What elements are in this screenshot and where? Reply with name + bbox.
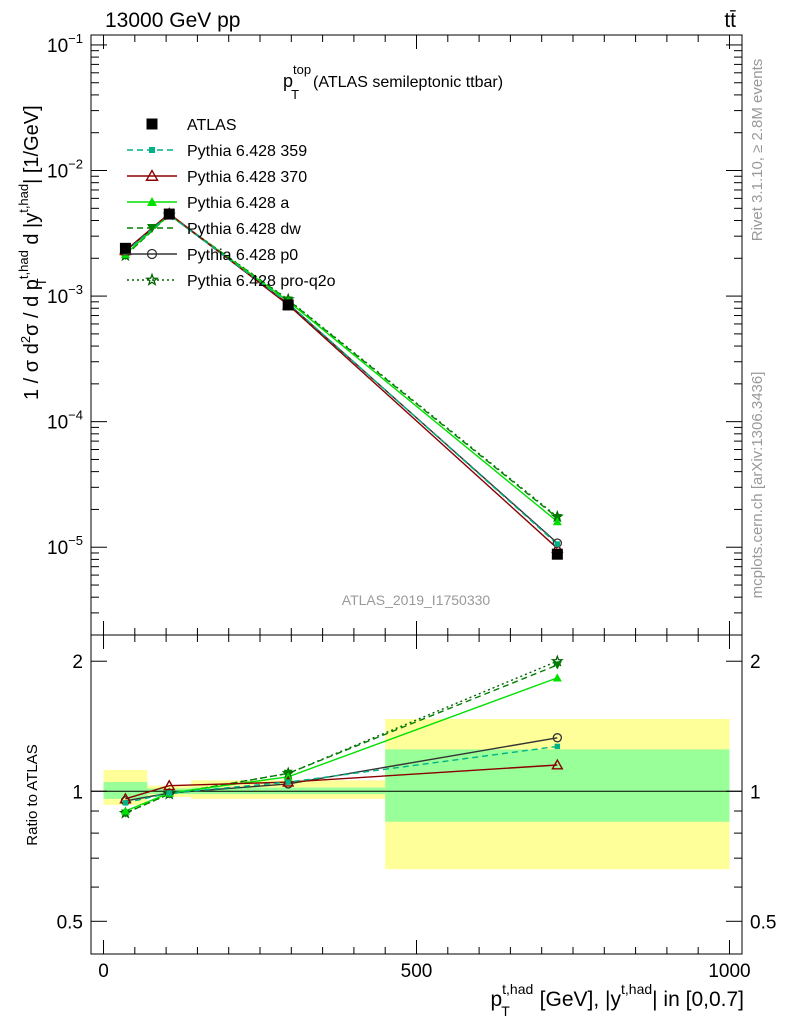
main-y-axis-label: 1 / σ d2σ / d pt,hadT d |yt,had| [1/GeV] (16, 105, 49, 400)
main-y-tick-label: 10−1 (47, 31, 83, 57)
legend-marker (145, 169, 159, 181)
legend-marker (149, 147, 155, 153)
legend-label: Pythia 6.428 a (187, 195, 289, 212)
analysis-id: ATLAS_2019_I1750330 (342, 592, 491, 608)
legend: ATLAS Pythia 6.428 359 Pythia 6.428 370 Pyt… (127, 117, 336, 290)
data-point (552, 538, 563, 548)
data-point (119, 242, 131, 254)
ratio-series-line (125, 664, 558, 814)
ratio-point (551, 758, 564, 770)
legend-label: Pythia 6.428 370 (187, 169, 307, 186)
x-tick-label: 1000 (708, 961, 750, 982)
ratio-y-tick-label: 0.5 (57, 912, 83, 933)
main-panel: 10−1 10−2 10−3 10−4 10−5 ptop T(ATLAS semilep… (16, 31, 743, 636)
legend-label: Pythia 6.428 p0 (187, 247, 298, 264)
legend-marker (147, 224, 157, 233)
ratio-point (554, 743, 561, 750)
legend-marker (144, 272, 160, 286)
ratio-point (120, 806, 130, 815)
data-point (282, 299, 294, 311)
main-series-lines (124, 212, 558, 549)
legend-label: Pythia 6.428 pro-q2o (187, 273, 336, 290)
ratio-point (122, 800, 129, 806)
ratio-point (552, 673, 562, 682)
ratio-y-tick-label: 1 (72, 782, 83, 803)
main-y-tick-label: 10−2 (47, 157, 83, 183)
legend-label: Pythia 6.428 359 (187, 143, 307, 160)
main-y-tick-label: 10−3 (47, 282, 83, 308)
header-final-state: tt̄ (724, 9, 736, 32)
main-axis-ticks (91, 35, 742, 636)
x-tick-label: 0 (98, 961, 109, 982)
ratio-point (552, 661, 562, 670)
ratio-uncertainty-bands (103, 718, 730, 870)
legend-marker (147, 197, 157, 206)
ratio-axis-ticks (91, 635, 742, 954)
ratio-series-markers (118, 654, 564, 819)
main-y-tick-label: 10−4 (47, 408, 83, 434)
main-y-tick-labels: 10−1 10−2 10−3 10−4 10−5 (47, 31, 83, 559)
data-point (551, 548, 563, 560)
legend-label: Pythia 6.428 dw (187, 221, 301, 238)
ratio-point (166, 790, 172, 796)
ratio-panel: 0.5 0.5 1 1 2 2 0 500 1000 Ratio to ATLAS (24, 634, 777, 982)
header-process: 13000 GeV pp (105, 9, 240, 32)
ratio-y-axis-label: Ratio to ATLAS (24, 744, 41, 845)
series-line (124, 213, 558, 523)
series-line (124, 213, 558, 545)
main-series-markers (118, 207, 564, 560)
x-tick-label: 500 (401, 961, 433, 982)
main-y-tick-label: 10−5 (47, 533, 83, 559)
ratio-y-tick-label-right: 0.5 (750, 912, 776, 933)
ratio-point (552, 733, 563, 743)
data-point (163, 208, 175, 220)
x-axis-label: pt,had T [GeV], |yt,had| in [0,0.7] (490, 981, 744, 1019)
rivet-version-label: Rivet 3.1.10, ≥ 2.8M events (749, 59, 766, 242)
ratio-series-line (125, 737, 558, 802)
ratio-series-line (125, 745, 558, 804)
ratio-y-tick-label-right: 2 (750, 652, 761, 673)
legend-label: ATLAS (187, 117, 237, 134)
legend-marker (146, 118, 158, 130)
data-point (552, 517, 562, 526)
band-inner (103, 782, 148, 799)
ratio-point (163, 779, 176, 791)
ratio-tick-labels: 0.5 0.5 1 1 2 2 0 500 1000 (57, 652, 777, 982)
ratio-y-tick-label-right: 1 (750, 782, 761, 803)
ratio-series-lines (125, 660, 558, 814)
ratio-series-line (125, 764, 558, 800)
ratio-y-tick-label: 2 (72, 652, 83, 673)
plot-title: ptop T(ATLAS semileptonic ttbar) (283, 62, 503, 102)
data-point (554, 541, 561, 547)
mcplots-label: mcplots.cern.ch [arXiv:1306.3436] (749, 372, 766, 599)
ratio-point (285, 779, 291, 785)
legend-marker (146, 248, 158, 260)
ratio-series-line (125, 677, 558, 812)
